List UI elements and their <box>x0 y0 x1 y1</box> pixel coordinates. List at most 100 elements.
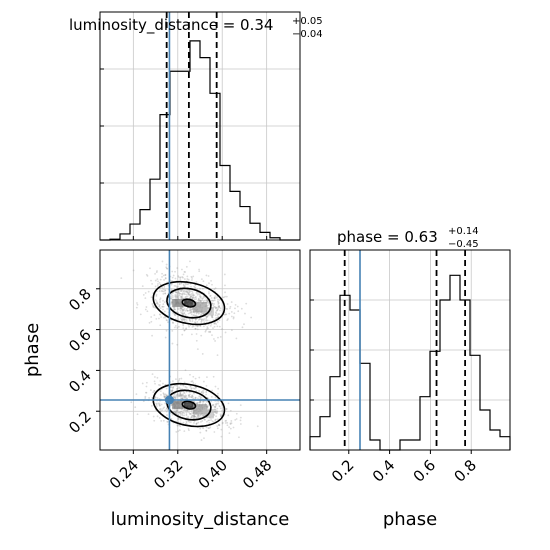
sample-point <box>176 387 179 390</box>
sample-point <box>177 296 180 299</box>
sample-point <box>203 318 206 320</box>
sample-point <box>222 296 225 299</box>
sample-point <box>141 382 144 385</box>
sample-point <box>177 290 180 292</box>
sample-point <box>184 394 187 397</box>
sample-point <box>164 409 167 412</box>
sample-point <box>177 292 179 295</box>
sample-point <box>184 369 187 372</box>
sample-point <box>178 417 181 420</box>
sample-point <box>159 380 162 382</box>
sample-point <box>190 293 193 296</box>
sample-point <box>196 415 199 417</box>
sample-point <box>237 310 240 313</box>
sample-point <box>177 289 180 292</box>
sample-point <box>179 412 182 415</box>
sample-point <box>177 318 180 321</box>
sample-point <box>180 319 183 321</box>
sample-point <box>180 395 183 398</box>
sample-point <box>215 415 217 418</box>
sample-point <box>216 418 219 421</box>
sample-point <box>187 415 190 418</box>
sample-point <box>193 298 196 301</box>
sample-point <box>188 393 191 396</box>
sample-point <box>206 326 209 328</box>
sample-point <box>183 278 186 280</box>
sample-point <box>187 394 190 396</box>
sample-point <box>205 391 208 394</box>
sample-point <box>182 290 185 293</box>
sample-point <box>185 386 188 389</box>
x-tick-label: 0.48 <box>239 456 275 492</box>
sample-point <box>224 331 227 334</box>
sample-point <box>193 414 196 417</box>
sample-point <box>212 421 215 423</box>
density-cell <box>172 401 184 410</box>
sample-point <box>164 274 167 277</box>
sample-point <box>169 389 172 392</box>
sample-point <box>223 273 226 276</box>
hist-luminosity-distance-step <box>100 40 300 241</box>
sample-point <box>194 327 197 330</box>
sample-point <box>230 420 233 422</box>
sample-point <box>202 380 205 383</box>
sample-point <box>186 409 189 412</box>
sample-point <box>159 313 162 316</box>
sample-point <box>181 292 184 295</box>
sample-point <box>181 296 183 299</box>
sample-point <box>177 394 180 396</box>
sample-point <box>180 307 183 309</box>
sample-point <box>216 325 219 328</box>
sample-point <box>187 291 189 293</box>
sample-point <box>179 394 182 397</box>
sample-point <box>188 290 191 293</box>
sample-point <box>166 267 169 270</box>
sample-point <box>179 418 182 421</box>
sample-point <box>172 385 175 388</box>
sample-point <box>164 277 167 280</box>
sample-point <box>194 327 197 330</box>
sample-point <box>175 409 178 412</box>
sample-point <box>206 300 209 303</box>
sample-point <box>159 307 162 310</box>
sample-point <box>186 295 189 298</box>
sample-point <box>211 302 214 305</box>
sample-point <box>156 278 159 281</box>
sample-point <box>191 414 194 417</box>
sample-point <box>155 403 158 406</box>
sample-point <box>214 420 216 422</box>
sample-point <box>196 402 199 405</box>
sample-point <box>176 388 178 391</box>
sample-point <box>198 292 200 294</box>
sample-point <box>202 280 205 283</box>
sample-point <box>179 414 182 416</box>
sample-point <box>218 405 221 408</box>
sample-point <box>229 427 232 430</box>
sample-point <box>176 296 179 299</box>
sample-point <box>183 320 186 323</box>
sample-point <box>194 321 197 324</box>
sample-point <box>221 409 223 412</box>
sample-point <box>230 301 233 303</box>
sample-point <box>183 391 185 394</box>
sample-point <box>206 405 209 408</box>
sample-point <box>193 287 196 290</box>
sample-point <box>198 270 201 273</box>
sample-point <box>171 296 174 299</box>
sample-point <box>183 307 186 310</box>
sample-point <box>182 411 184 414</box>
sample-point <box>199 299 202 302</box>
sample-point <box>162 393 165 395</box>
sample-point <box>162 290 165 293</box>
sample-point <box>198 295 201 298</box>
sample-point <box>216 427 219 430</box>
sample-point <box>211 404 214 407</box>
sample-point <box>199 296 202 299</box>
sample-point <box>173 394 175 396</box>
sample-point <box>154 272 156 275</box>
sample-point <box>170 295 172 298</box>
x-axis-label-phase: phase <box>383 509 437 530</box>
sample-point <box>185 308 188 311</box>
sample-point <box>206 376 208 379</box>
sample-point <box>189 297 192 300</box>
